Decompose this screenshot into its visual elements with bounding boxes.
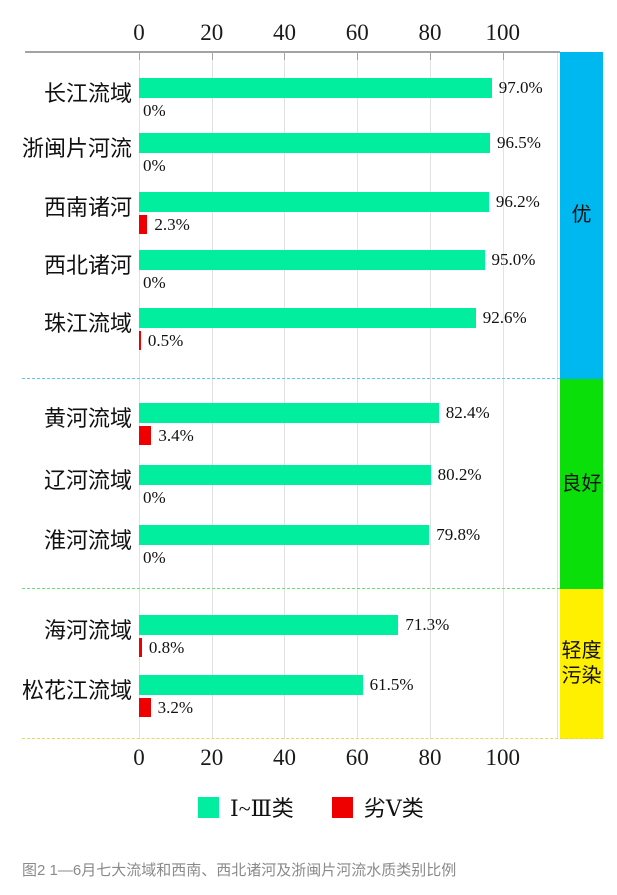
bar-inferior5-value: 0%	[143, 272, 166, 292]
bar-class1-3	[139, 675, 363, 695]
bar-inferior5-value: 0%	[143, 547, 166, 567]
x-axis-tick-label-top: 40	[272, 20, 296, 45]
category-label: 浙闽片河流	[21, 136, 132, 161]
grid-line	[211, 52, 213, 739]
legend-label-class-1-to-3: Ⅰ~Ⅲ类	[230, 796, 294, 821]
bar-class1-3	[139, 308, 476, 328]
x-axis-tick-label-bottom: 100	[485, 745, 520, 770]
category-label: 珠江流域	[43, 311, 132, 336]
grid-line	[284, 52, 286, 739]
bar-class1-3-value: 82.4%	[445, 403, 490, 422]
x-axis-tick-label-bottom: 80	[418, 745, 442, 770]
bar-class1-3-value: 92.6%	[482, 308, 527, 327]
x-axis-tick-mark	[502, 53, 504, 60]
x-axis-tick-mark	[429, 53, 431, 60]
bar-class1-3-value: 80.2%	[437, 465, 482, 484]
category-label: 松花江流域	[21, 678, 132, 703]
x-axis-tick-label-bottom: 0	[133, 745, 145, 770]
bar-inferior5-value: 3.2%	[157, 697, 194, 717]
bar-class1-3	[139, 78, 492, 98]
x-axis-tick-mark	[284, 53, 286, 60]
bar-class1-3-value: 79.8%	[436, 525, 481, 544]
category-label: 辽河流域	[43, 468, 132, 493]
bar-inferior5-value: 2.3%	[154, 214, 190, 234]
bar-inferior5	[139, 331, 141, 350]
bar-inferior5	[139, 426, 152, 445]
bar-inferior5-value: 3.4%	[158, 425, 194, 445]
grid-line	[429, 52, 431, 739]
x-axis-tick-label-top: 0	[133, 20, 145, 45]
x-axis-tick-label-bottom: 60	[345, 745, 369, 770]
bar-inferior5-value: 0.8%	[148, 637, 185, 657]
bar-inferior5	[139, 638, 142, 657]
bar-class1-3-value: 61.5%	[369, 675, 414, 694]
bar-class1-3	[139, 133, 490, 153]
x-axis-tick-label-top: 60	[345, 20, 369, 45]
category-label: 淮河流域	[43, 528, 132, 553]
bar-class1-3	[139, 525, 430, 545]
bar-inferior5	[139, 215, 148, 234]
chart-legend: Ⅰ~Ⅲ类 劣Ⅴ类	[198, 791, 424, 823]
grid-line	[502, 52, 504, 739]
grid-line	[139, 52, 140, 739]
grid-line	[357, 52, 359, 739]
x-axis-tick-label-bottom: 40	[272, 745, 296, 770]
x-axis-line	[25, 51, 560, 53]
bar-chart-area: 0 0 20 20 40 40 60 60 80 80 100 100 优良好 轻度污染 长江流域 97.0%…	[21, 20, 603, 770]
bar-class1-3	[139, 192, 489, 212]
bar-inferior5-value: 0.5%	[147, 330, 184, 350]
bar-class1-3	[139, 403, 439, 423]
category-label: 西南诸河	[43, 195, 132, 220]
bar-class1-3	[139, 465, 431, 485]
bar-class1-3	[139, 615, 399, 635]
figure-caption: 图2 1—6月七大流域和西南、西北诸河及浙闽片河流水质类别比例	[22, 862, 457, 879]
x-axis-tick-label-top: 20	[200, 20, 224, 45]
bar-class1-3-value: 95.0%	[491, 250, 536, 269]
bar-class1-3-value: 96.2%	[495, 192, 540, 211]
x-axis-tick-label-top: 100	[485, 20, 520, 45]
grade-band-2: 良好	[560, 379, 603, 589]
legend-item-class-1-to-3: Ⅰ~Ⅲ类	[198, 791, 294, 823]
bar-inferior5-value: 0%	[143, 487, 166, 507]
category-label: 西北诸河	[43, 253, 132, 278]
x-axis-tick-mark	[357, 53, 359, 60]
category-label: 长江流域	[43, 81, 132, 106]
legend-swatch-class-1-to-3	[198, 796, 219, 818]
x-axis-tick-mark	[139, 53, 140, 60]
bar-class1-3-value: 71.3%	[405, 615, 450, 634]
legend-item-inferior-5: 劣Ⅴ类	[331, 791, 424, 823]
category-label: 海河流域	[43, 618, 132, 643]
x-axis-tick-mark	[211, 53, 213, 60]
grade-divider-2	[22, 588, 560, 589]
grade-divider-1	[22, 378, 560, 379]
bar-class1-3-value: 96.5%	[496, 133, 541, 152]
grade-band-1: 优	[560, 52, 603, 379]
bar-class1-3-value: 97.0%	[498, 78, 543, 97]
bar-inferior5-value: 0%	[143, 155, 166, 175]
bar-class1-3	[139, 250, 485, 270]
grade-divider-3	[22, 738, 603, 739]
category-label: 黄河流域	[43, 406, 132, 431]
x-axis-tick-label-bottom: 20	[200, 745, 224, 770]
legend-label-inferior-5: 劣Ⅴ类	[363, 796, 424, 821]
x-axis-tick-label-top: 80	[418, 20, 442, 45]
grade-band-3: 轻度污染	[560, 589, 603, 739]
legend-swatch-inferior-5	[331, 796, 353, 818]
bar-inferior5-value: 0%	[143, 100, 166, 120]
bar-inferior5	[139, 698, 151, 717]
plot-right-border	[557, 52, 558, 739]
